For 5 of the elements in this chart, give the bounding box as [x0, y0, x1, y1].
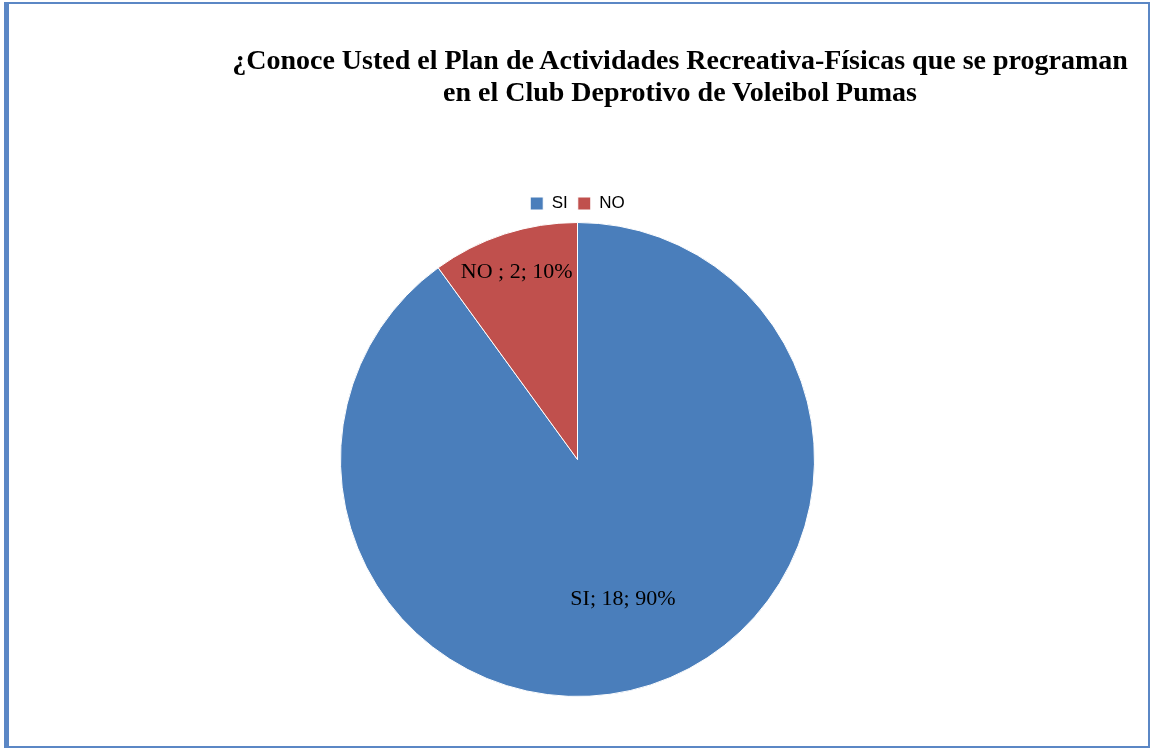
chart-title: ¿Conoce Usted el Plan de Actividades Recreativa-Físicas que se programan en el Club Deprotivo de Voleibol Pumas: [231, 44, 1129, 108]
data-label: SI; 18; 90%: [570, 585, 676, 611]
legend-label: NO: [599, 193, 625, 213]
data-label: NO ; 2; 10%: [460, 258, 573, 284]
legend-label: SI: [551, 193, 568, 213]
